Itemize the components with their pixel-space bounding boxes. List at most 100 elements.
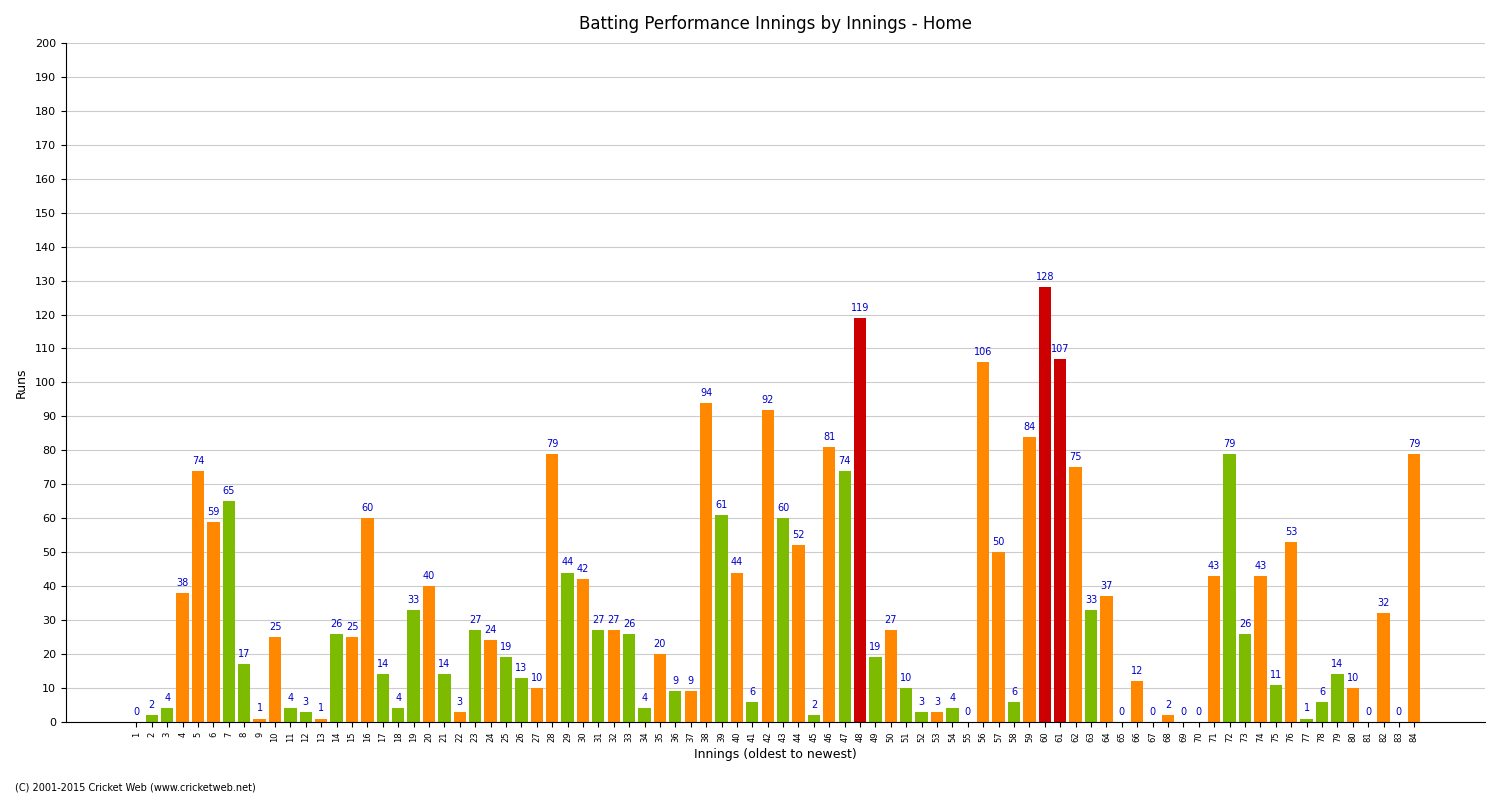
Bar	[900, 688, 912, 722]
Text: 42: 42	[578, 564, 590, 574]
Text: 6: 6	[1011, 686, 1017, 697]
Text: 4: 4	[164, 694, 171, 703]
Bar	[238, 664, 250, 722]
Bar	[824, 447, 836, 722]
Text: 14: 14	[376, 659, 388, 670]
Text: 74: 74	[839, 456, 850, 466]
Bar	[376, 674, 388, 722]
Bar	[716, 515, 728, 722]
X-axis label: Innings (oldest to newest): Innings (oldest to newest)	[694, 748, 856, 761]
Text: 59: 59	[207, 506, 219, 517]
Text: 44: 44	[730, 558, 742, 567]
Bar	[885, 630, 897, 722]
Text: 65: 65	[222, 486, 236, 496]
Text: 94: 94	[700, 388, 712, 398]
Text: 37: 37	[1100, 582, 1113, 591]
Text: 0: 0	[1196, 707, 1202, 717]
Bar	[362, 518, 374, 722]
Bar	[807, 715, 820, 722]
Bar	[684, 691, 698, 722]
Text: 14: 14	[438, 659, 450, 670]
Text: 1: 1	[318, 703, 324, 714]
Text: 4: 4	[288, 694, 294, 703]
Text: 3: 3	[918, 697, 924, 706]
Text: 0: 0	[1180, 707, 1186, 717]
Text: 92: 92	[762, 394, 774, 405]
Bar	[453, 712, 466, 722]
Text: 4: 4	[642, 694, 648, 703]
Bar	[285, 708, 297, 722]
Text: 106: 106	[974, 347, 993, 357]
Bar	[330, 634, 344, 722]
Bar	[669, 691, 681, 722]
Bar	[1054, 358, 1066, 722]
Text: 3: 3	[303, 697, 309, 706]
Text: 2: 2	[148, 700, 154, 710]
Bar	[592, 630, 604, 722]
Text: 2: 2	[1166, 700, 1172, 710]
Bar	[1070, 467, 1082, 722]
Text: 27: 27	[592, 615, 604, 626]
Bar	[1408, 454, 1420, 722]
Bar	[146, 715, 158, 722]
Text: 38: 38	[177, 578, 189, 588]
Bar	[1162, 715, 1174, 722]
Text: 60: 60	[777, 503, 789, 513]
Bar	[514, 678, 528, 722]
Y-axis label: Runs: Runs	[15, 367, 28, 398]
Text: 2: 2	[812, 700, 818, 710]
Text: 0: 0	[964, 707, 970, 717]
Bar	[839, 470, 850, 722]
Text: (C) 2001-2015 Cricket Web (www.cricketweb.net): (C) 2001-2015 Cricket Web (www.cricketwe…	[15, 782, 255, 792]
Text: 25: 25	[346, 622, 358, 632]
Text: 10: 10	[900, 673, 912, 683]
Text: 26: 26	[622, 618, 636, 629]
Text: 3: 3	[934, 697, 940, 706]
Bar	[500, 658, 512, 722]
Bar	[932, 712, 944, 722]
Bar	[946, 708, 958, 722]
Text: 0: 0	[1149, 707, 1155, 717]
Bar	[207, 522, 219, 722]
Text: 19: 19	[870, 642, 882, 652]
Text: 20: 20	[654, 639, 666, 649]
Bar	[915, 712, 928, 722]
Text: 0: 0	[1365, 707, 1371, 717]
Bar	[1084, 610, 1096, 722]
Text: 53: 53	[1286, 527, 1298, 537]
Text: 1: 1	[1304, 703, 1310, 714]
Bar	[870, 658, 882, 722]
Bar	[561, 573, 573, 722]
Text: 4: 4	[394, 694, 402, 703]
Text: 17: 17	[238, 649, 250, 659]
Text: 79: 79	[546, 438, 558, 449]
Text: 0: 0	[134, 707, 140, 717]
Bar	[608, 630, 619, 722]
Bar	[853, 318, 865, 722]
Title: Batting Performance Innings by Innings - Home: Batting Performance Innings by Innings -…	[579, 15, 972, 33]
Text: 40: 40	[423, 571, 435, 581]
Text: 52: 52	[792, 530, 804, 540]
Bar	[639, 708, 651, 722]
Bar	[1101, 596, 1113, 722]
Text: 84: 84	[1023, 422, 1035, 432]
Text: 32: 32	[1377, 598, 1389, 608]
Text: 0: 0	[1396, 707, 1402, 717]
Text: 33: 33	[408, 595, 420, 605]
Bar	[1023, 437, 1035, 722]
Bar	[222, 502, 236, 722]
Text: 43: 43	[1254, 561, 1266, 571]
Text: 26: 26	[1239, 618, 1251, 629]
Bar	[546, 454, 558, 722]
Text: 4: 4	[950, 694, 956, 703]
Text: 12: 12	[1131, 666, 1143, 676]
Bar	[423, 586, 435, 722]
Bar	[1269, 685, 1282, 722]
Text: 24: 24	[484, 626, 496, 635]
Bar	[1239, 634, 1251, 722]
Bar	[746, 702, 759, 722]
Bar	[993, 552, 1005, 722]
Text: 1: 1	[256, 703, 262, 714]
Text: 107: 107	[1052, 343, 1070, 354]
Bar	[700, 403, 712, 722]
